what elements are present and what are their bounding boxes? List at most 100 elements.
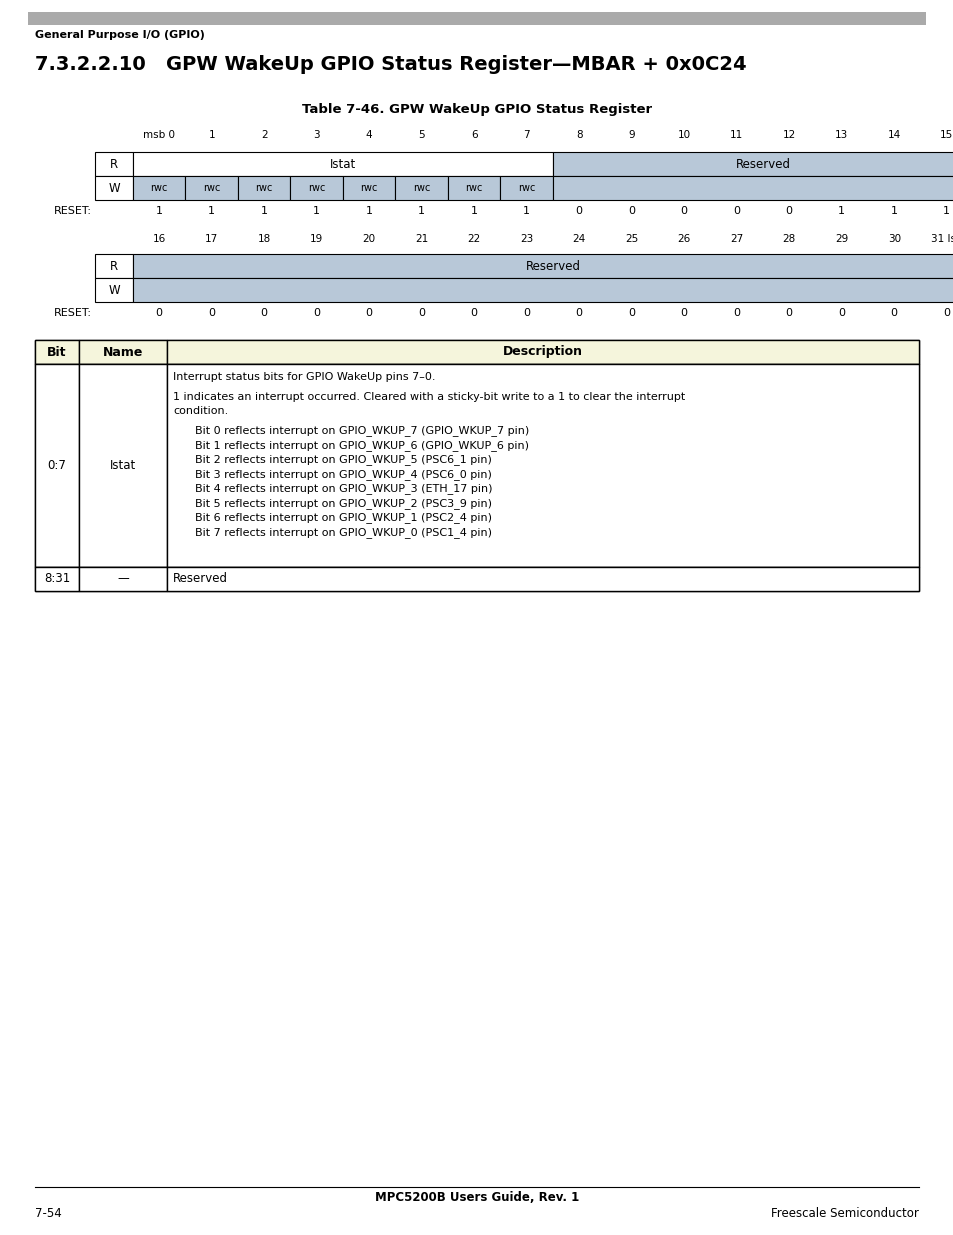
Text: 21: 21 — [415, 233, 428, 245]
Text: rwc: rwc — [360, 183, 377, 193]
Text: 0: 0 — [417, 308, 425, 317]
Text: 0: 0 — [628, 206, 635, 216]
Text: R: R — [110, 259, 118, 273]
Text: Bit 4 reflects interrupt on GPIO_WKUP_3 (ETH_17 pin): Bit 4 reflects interrupt on GPIO_WKUP_3 … — [194, 483, 492, 494]
Text: 1: 1 — [208, 206, 215, 216]
Bar — [35, 567, 918, 590]
Text: 8: 8 — [576, 130, 582, 140]
Bar — [79, 567, 167, 590]
Text: 26: 26 — [677, 233, 690, 245]
Text: 0: 0 — [733, 308, 740, 317]
Text: 0: 0 — [208, 308, 215, 317]
Text: rwc: rwc — [413, 183, 430, 193]
Bar — [35, 364, 918, 567]
Bar — [95, 278, 132, 303]
Text: 0: 0 — [680, 308, 687, 317]
Text: RESET:: RESET: — [54, 206, 91, 216]
Text: 0: 0 — [260, 308, 268, 317]
Text: W: W — [108, 182, 120, 194]
Text: —: — — [117, 572, 129, 585]
Text: 1: 1 — [260, 206, 268, 216]
Text: Bit 2 reflects interrupt on GPIO_WKUP_5 (PSC6_1 pin): Bit 2 reflects interrupt on GPIO_WKUP_5 … — [194, 454, 492, 466]
Text: condition.: condition. — [172, 406, 228, 416]
Text: 0: 0 — [628, 308, 635, 317]
Text: 0: 0 — [576, 308, 582, 317]
Text: 1: 1 — [365, 206, 373, 216]
Bar — [35, 340, 918, 364]
Text: 22: 22 — [467, 233, 480, 245]
Text: Istat: Istat — [110, 458, 136, 472]
Text: 0: 0 — [733, 206, 740, 216]
Bar — [553, 177, 953, 200]
Text: Bit: Bit — [48, 346, 67, 358]
Text: Bit 5 reflects interrupt on GPIO_WKUP_2 (PSC3_9 pin): Bit 5 reflects interrupt on GPIO_WKUP_2 … — [194, 498, 492, 509]
Text: 13: 13 — [834, 130, 847, 140]
Text: rwc: rwc — [517, 183, 535, 193]
Text: W: W — [108, 284, 120, 296]
Text: Table 7-46. GPW WakeUp GPIO Status Register: Table 7-46. GPW WakeUp GPIO Status Regis… — [301, 103, 652, 116]
Bar — [185, 177, 237, 200]
Text: RESET:: RESET: — [54, 308, 91, 317]
Text: 19: 19 — [310, 233, 323, 245]
Text: 30: 30 — [886, 233, 900, 245]
Text: 0: 0 — [785, 308, 792, 317]
Text: Istat: Istat — [330, 158, 355, 170]
Bar — [95, 177, 132, 200]
Text: rwc: rwc — [203, 183, 220, 193]
Bar — [237, 177, 291, 200]
Bar — [132, 152, 553, 177]
Text: 1: 1 — [313, 206, 320, 216]
Bar — [35, 567, 79, 590]
Text: Reserved: Reserved — [172, 572, 228, 585]
Text: 6: 6 — [471, 130, 477, 140]
Text: Bit 7 reflects interrupt on GPIO_WKUP_0 (PSC1_4 pin): Bit 7 reflects interrupt on GPIO_WKUP_0 … — [194, 527, 492, 538]
Text: 17: 17 — [205, 233, 218, 245]
Bar — [167, 364, 918, 567]
Bar — [79, 364, 167, 567]
Text: 1: 1 — [208, 130, 214, 140]
Text: Interrupt status bits for GPIO WakeUp pins 7–0.: Interrupt status bits for GPIO WakeUp pi… — [172, 372, 435, 382]
Text: 0: 0 — [943, 308, 949, 317]
Bar — [35, 340, 79, 364]
Text: MPC5200B Users Guide, Rev. 1: MPC5200B Users Guide, Rev. 1 — [375, 1191, 578, 1204]
Bar — [79, 340, 167, 364]
Text: 7: 7 — [523, 130, 530, 140]
Text: msb 0: msb 0 — [143, 130, 175, 140]
Text: Freescale Semiconductor: Freescale Semiconductor — [770, 1207, 918, 1220]
Text: 23: 23 — [519, 233, 533, 245]
Text: 16: 16 — [152, 233, 166, 245]
Bar — [132, 177, 185, 200]
Text: 0: 0 — [522, 308, 530, 317]
Text: 3: 3 — [314, 130, 319, 140]
Bar — [167, 340, 918, 364]
Text: rwc: rwc — [308, 183, 325, 193]
Text: 0: 0 — [576, 206, 582, 216]
Text: Bit 0 reflects interrupt on GPIO_WKUP_7 (GPIO_WKUP_7 pin): Bit 0 reflects interrupt on GPIO_WKUP_7 … — [194, 426, 529, 436]
Text: 10: 10 — [677, 130, 690, 140]
Text: rwc: rwc — [151, 183, 168, 193]
Text: Bit 3 reflects interrupt on GPIO_WKUP_4 (PSC6_0 pin): Bit 3 reflects interrupt on GPIO_WKUP_4 … — [194, 469, 492, 480]
Text: 0: 0 — [680, 206, 687, 216]
Text: Description: Description — [502, 346, 582, 358]
Text: 1: 1 — [838, 206, 844, 216]
Text: 5: 5 — [418, 130, 425, 140]
Text: 28: 28 — [781, 233, 795, 245]
Text: Reserved: Reserved — [735, 158, 790, 170]
Text: Bit 1 reflects interrupt on GPIO_WKUP_6 (GPIO_WKUP_6 pin): Bit 1 reflects interrupt on GPIO_WKUP_6 … — [194, 440, 529, 451]
Text: 4: 4 — [366, 130, 373, 140]
Text: 8:31: 8:31 — [44, 572, 71, 585]
Text: rwc: rwc — [255, 183, 273, 193]
Text: 7-54: 7-54 — [35, 1207, 62, 1220]
Text: 1: 1 — [890, 206, 897, 216]
Text: Bit 6 reflects interrupt on GPIO_WKUP_1 (PSC2_4 pin): Bit 6 reflects interrupt on GPIO_WKUP_1 … — [194, 513, 492, 524]
Text: 1: 1 — [943, 206, 949, 216]
Text: 29: 29 — [834, 233, 847, 245]
Text: 11: 11 — [729, 130, 742, 140]
Bar — [132, 278, 953, 303]
Text: 1 indicates an interrupt occurred. Cleared with a sticky-bit write to a 1 to cle: 1 indicates an interrupt occurred. Clear… — [172, 391, 684, 401]
Text: 1: 1 — [155, 206, 163, 216]
Text: 0: 0 — [313, 308, 320, 317]
Bar — [132, 254, 953, 278]
Text: 7.3.2.2.10   GPW WakeUp GPIO Status Register—MBAR + 0x0C24: 7.3.2.2.10 GPW WakeUp GPIO Status Regist… — [35, 56, 746, 74]
Bar — [167, 567, 918, 590]
